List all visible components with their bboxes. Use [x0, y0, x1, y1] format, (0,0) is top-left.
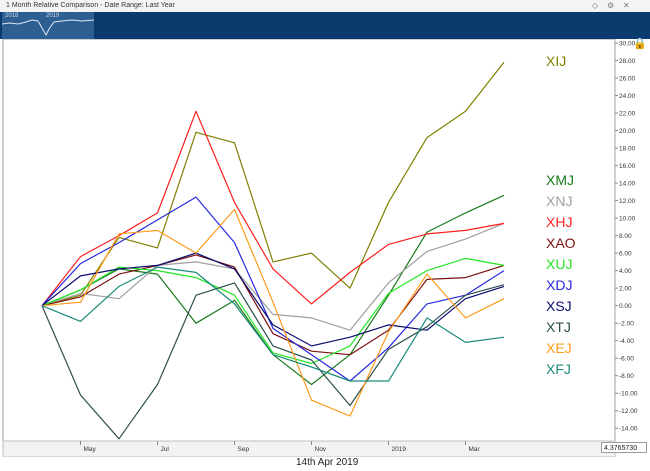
- series-line-xao[interactable]: [41, 254, 505, 356]
- y-tick-label: 28.00: [619, 58, 636, 65]
- x-tick-label: May: [84, 446, 97, 453]
- series-line-xej[interactable]: [41, 208, 505, 417]
- y-tick-label: -6.00: [619, 356, 634, 363]
- y-tick-label: 4.00: [619, 268, 632, 275]
- series-line-xnj[interactable]: [41, 222, 505, 331]
- y-tick-label: 2.00: [619, 286, 632, 293]
- cursor-date-label: 14th Apr 2019: [296, 457, 359, 468]
- x-tick-label: Sep: [238, 446, 250, 453]
- legend-label-xnj[interactable]: XNJ: [546, 193, 572, 209]
- plot-frame: [2, 39, 616, 442]
- legend-label-xtj[interactable]: XTJ: [546, 319, 571, 335]
- legend-label-xhj[interactable]: XHJ: [546, 214, 572, 230]
- y-tick-label: -2.00: [619, 321, 634, 328]
- legend: XIJ XMJ XNJ XHJ XAO XUJ XDJ XSJ XTJ XEJ XFJ: [546, 53, 576, 377]
- y-tick-label: 20.00: [619, 128, 636, 135]
- y-tick-label: 26.00: [619, 76, 636, 83]
- series-line-xij[interactable]: [41, 61, 505, 307]
- y-tick-label: 14.00: [619, 181, 636, 188]
- legend-label-xfj[interactable]: XFJ: [546, 361, 571, 377]
- legend-label-xao[interactable]: XAO: [546, 235, 576, 251]
- y-tick-label: -14.00: [619, 426, 638, 433]
- y-tick-label: 8.00: [619, 233, 632, 240]
- series-line-xhj[interactable]: [41, 110, 505, 307]
- y-tick-label: 22.00: [619, 111, 636, 118]
- legend-label-xsj[interactable]: XSJ: [546, 298, 572, 314]
- y-tick-label: 30.00: [619, 41, 636, 48]
- x-tick-label: Jul: [161, 446, 170, 453]
- lock-icon[interactable]: 🔒: [633, 38, 647, 50]
- y-tick-label: -4.00: [619, 338, 634, 345]
- settings-icon[interactable]: ⚙: [607, 1, 615, 10]
- y-tick-label: 10.00: [619, 216, 636, 223]
- x-tick-label: Nov: [315, 446, 327, 453]
- legend-label-xdj[interactable]: XDJ: [546, 277, 572, 293]
- series-line-xuj[interactable]: [41, 257, 505, 365]
- close-icon[interactable]: ✕: [623, 1, 630, 10]
- series-layer: [41, 61, 505, 440]
- axis-layer: 30.00 28.00 26.00 24.00 22.00 20.00 18.00 16.00…: [2, 39, 638, 457]
- y-tick-label: 12.00: [619, 198, 636, 205]
- y-tick-label: 18.00: [619, 146, 636, 153]
- y-tick-label: 16.00: [619, 163, 636, 170]
- x-tick-label: Mar: [469, 446, 481, 453]
- legend-label-xij[interactable]: XIJ: [546, 53, 566, 69]
- y-tick-label: -8.00: [619, 373, 634, 380]
- legend-label-xuj[interactable]: XUJ: [546, 256, 572, 272]
- navigator-thumbnail[interactable]: 2018 2019: [2, 12, 94, 39]
- legend-label-xej[interactable]: XEJ: [546, 340, 572, 356]
- y-tick-label: 24.00: [619, 93, 636, 100]
- value-readout: 4.3765730: [601, 442, 647, 453]
- window-title: 1 Month Relative Comparison - Date Range…: [6, 2, 175, 9]
- y-tick-label: 0.00: [619, 303, 632, 310]
- navigator-label-2019: 2019: [46, 13, 60, 19]
- chart-area[interactable]: 30.00 28.00 26.00 24.00 22.00 20.00 18.00 16.00…: [0, 39, 650, 457]
- diamond-icon[interactable]: ◇: [592, 1, 599, 10]
- series-line-xfj[interactable]: [41, 266, 505, 382]
- series-line-xtj[interactable]: [41, 282, 505, 440]
- date-range-navigator[interactable]: 2018 2019: [0, 12, 650, 39]
- navigator-thumbnail-line: [2, 19, 94, 37]
- legend-label-xmj[interactable]: XMJ: [546, 172, 574, 188]
- series-line-xsj[interactable]: [41, 252, 505, 347]
- y-tick-label: 6.00: [619, 251, 632, 258]
- series-line-xdj[interactable]: [41, 196, 505, 382]
- y-tick-label: -12.00: [619, 408, 638, 415]
- y-tick-label: -10.00: [619, 391, 638, 398]
- navigator-label-2018: 2018: [5, 13, 19, 19]
- x-tick-label: 2019: [392, 446, 407, 453]
